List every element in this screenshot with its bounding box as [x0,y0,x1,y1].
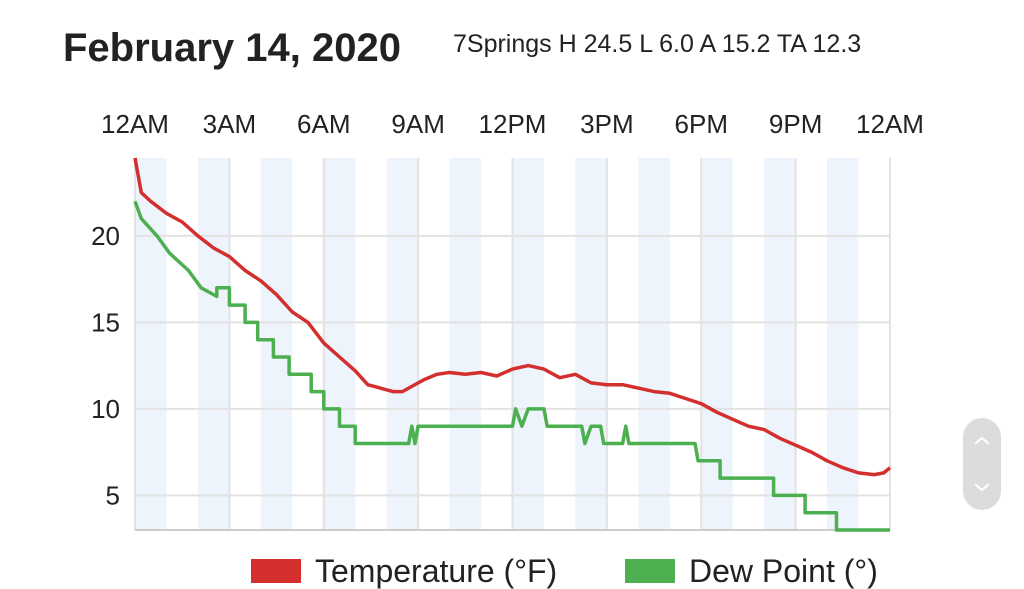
temperature-line [133,157,892,477]
legend-swatch-dew-point [625,559,675,583]
time-band [827,158,859,530]
chevron-up-icon[interactable] [963,418,1001,464]
time-band [323,158,356,530]
x-tick-label: 6PM [675,109,728,139]
y-axis-ticks: 5 10 15 20 [91,221,120,511]
chart-date-title: February 14, 2020 [63,26,401,70]
y-tick-label: 20 [91,221,120,251]
time-band [449,158,482,530]
legend-label-temperature: Temperature (°F) [315,553,557,589]
time-band [386,158,419,530]
series-lines [133,157,892,532]
chart-legend: Temperature (°F) Dew Point (°) [251,553,878,589]
x-tick-label: 12PM [479,109,547,139]
time-band [512,158,544,530]
time-band [764,158,796,530]
x-tick-label: 3PM [580,109,633,139]
time-band [701,158,733,530]
y-tick-label: 10 [91,394,120,424]
x-tick-label: 12AM [856,109,924,139]
legend-label-dew-point: Dew Point (°) [689,553,878,589]
grid-lines [134,158,891,531]
time-band [260,158,293,530]
dew-point-line [133,200,890,532]
x-tick-label: 12AM [101,109,169,139]
x-tick-label: 3AM [203,109,256,139]
x-tick-label: 6AM [297,109,350,139]
legend-swatch-temperature [251,559,301,583]
y-tick-label: 5 [106,480,120,510]
time-band [638,158,670,530]
station-stats: 7Springs H 24.5 L 6.0 A 15.2 TA 12.3 [453,30,862,58]
scroll-widget[interactable] [963,418,1001,510]
x-tick-label: 9AM [391,109,444,139]
time-band [197,158,230,530]
time-bands [135,158,859,530]
time-band [575,158,607,530]
chevron-down-icon[interactable] [963,464,1001,510]
x-axis-ticks: 12AM 3AM 6AM 9AM 12PM 3PM 6PM 9PM 12AM [101,109,924,139]
y-tick-label: 15 [91,307,120,337]
x-tick-label: 9PM [769,109,822,139]
